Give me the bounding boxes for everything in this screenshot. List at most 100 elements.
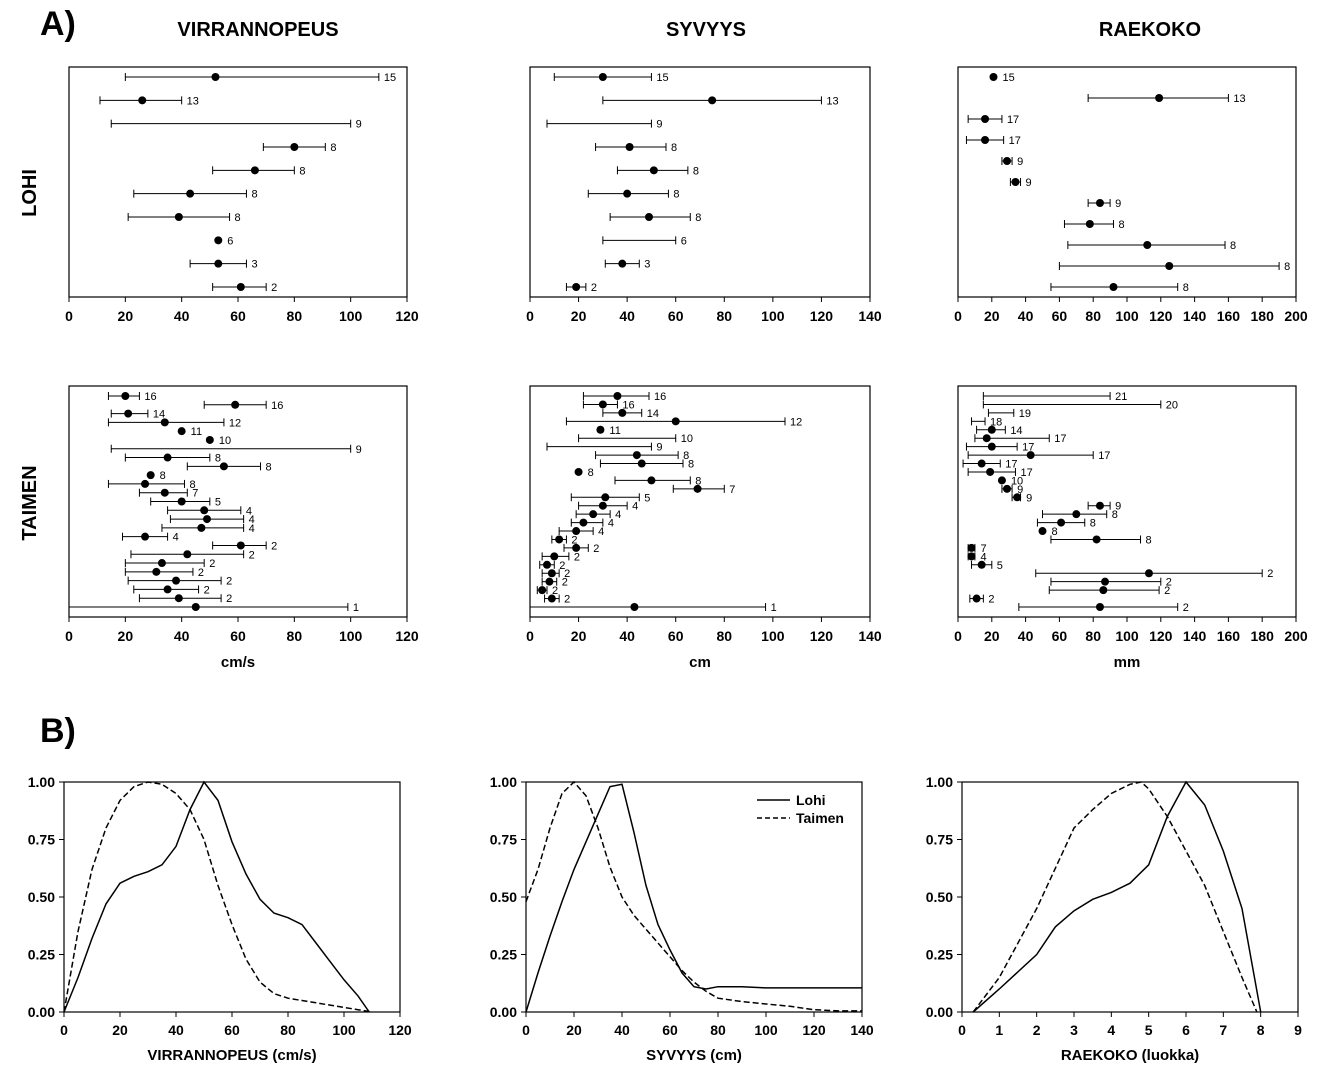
mean-point [1038,527,1047,536]
plot-frame [68,66,408,298]
mean-point [160,488,169,497]
sample-size-label: 2 [198,567,204,579]
sample-size-label: 2 [249,549,255,561]
sample-size-label: 3 [644,259,650,271]
sample-size-label: 2 [204,584,210,596]
x-tick-label: 40 [168,1022,184,1038]
mean-point [138,96,147,105]
mean-point [601,493,610,502]
x-tick-label: 0 [60,1022,68,1038]
mean-point [693,484,702,493]
plot-frame [529,385,871,618]
x-tick-label: 60 [668,628,684,644]
sample-size-label: 8 [1118,219,1124,231]
sample-size-label: 2 [271,282,277,294]
mean-point [598,400,607,409]
x-tick-label: 3 [1070,1022,1078,1038]
sample-size-label: 8 [1112,509,1118,521]
mean-point [157,559,166,568]
x-tick-label: 0 [526,628,534,644]
mean-point [572,527,581,536]
mean-point [1003,157,1012,165]
mean-point [1095,199,1104,207]
mean-point [236,541,245,550]
x-tick-label: 80 [287,628,303,644]
curve-taimen [63,781,373,1013]
mean-point [186,189,195,198]
x-tick-label: 160 [1217,308,1241,324]
mean-point [649,166,658,175]
sample-size-label: 8 [266,461,272,473]
plot-frame [63,781,401,1013]
sample-size-label: 2 [1183,602,1189,614]
mean-point [290,143,299,151]
sample-size-label: 8 [1146,534,1152,546]
y-tick-label: 0.50 [926,889,953,905]
x-tick-label: 0 [522,1022,530,1038]
mean-point [1109,283,1118,291]
mean-point [177,427,186,436]
x-tick-label: 60 [224,1022,240,1038]
x-tick-label: 20 [118,628,134,644]
sample-size-label: 8 [588,467,594,479]
sample-size-label: 4 [249,514,255,526]
row-title-taimen: TAIMEN [19,465,41,540]
x-tick-label: 2 [1033,1022,1041,1038]
sample-size-label: 4 [615,509,621,521]
sample-size-label: 10 [219,435,231,447]
mean-point [200,506,209,515]
x-tick-label: 40 [1018,628,1034,644]
mean-point [1144,569,1153,578]
sample-size-label: 8 [160,470,166,482]
x-tick-label: 120 [802,1022,826,1038]
sample-size-label: 4 [632,501,638,513]
sample-size-label: 8 [330,142,336,154]
mean-point [1095,603,1104,611]
mean-point [671,417,680,426]
x-axis-label: mm [1114,654,1141,671]
curveplot-raekoko: 0 1 2 3 4 5 6 7 8 9 0.00 0.25 0.50 0.75 1.00 RAEKOKO (l… [926,774,1302,1064]
mean-point [1092,535,1101,544]
x-tick-label: 180 [1251,308,1275,324]
x-tick-label: 40 [174,308,190,324]
mean-point [550,552,559,561]
x-tick-label: 80 [280,1022,296,1038]
sample-size-label: 2 [1267,568,1273,580]
mean-point [572,543,581,552]
sample-size-label: 6 [681,235,687,247]
x-axis-label: RAEKOKO (luokka) [1061,1047,1199,1064]
x-tick-label: 100 [761,628,785,644]
sample-size-label: 16 [144,391,156,403]
x-tick-label: 80 [710,1022,726,1038]
x-tick-label: 9 [1294,1022,1302,1038]
mean-point [989,73,998,81]
x-tick-label: 100 [339,308,363,324]
sample-size-label: 4 [598,526,604,538]
y-tick-label: 0.75 [490,832,517,848]
sample-size-label: 9 [1017,484,1023,496]
x-axis-label: VIRRANNOPEUS (cm/s) [147,1047,316,1064]
sample-size-label: 14 [153,409,165,421]
mean-point [197,523,206,532]
sample-size-label: 17 [1007,114,1019,126]
sample-size-label: 9 [356,119,362,131]
mean-point [205,435,214,444]
x-tick-label: 140 [1183,628,1207,644]
x-tick-label: 120 [395,308,419,324]
dotplot-taimen-virrannopeus: 0 20 40 60 80 100 120cm/s161614121110988887544… [65,385,419,671]
mean-point [191,603,200,611]
sample-size-label: 8 [688,459,694,471]
x-tick-label: 20 [566,1022,582,1038]
x-tick-label: 100 [1115,628,1139,644]
sample-size-label: 17 [1009,135,1021,147]
dotplot-taimen-raekoko: 0 20 40 60 80 100 120 140 160 180 200mm21201918141… [954,385,1308,671]
mean-point [1013,493,1022,502]
x-tick-label: 120 [395,628,419,644]
mean-point [1155,94,1164,102]
column-title-raekoko: RAEKOKO [1099,19,1201,41]
x-tick-label: 40 [1018,308,1034,324]
x-tick-label: 0 [65,308,73,324]
curve-lohi [972,780,1262,1013]
sample-size-label: 19 [1019,408,1031,420]
